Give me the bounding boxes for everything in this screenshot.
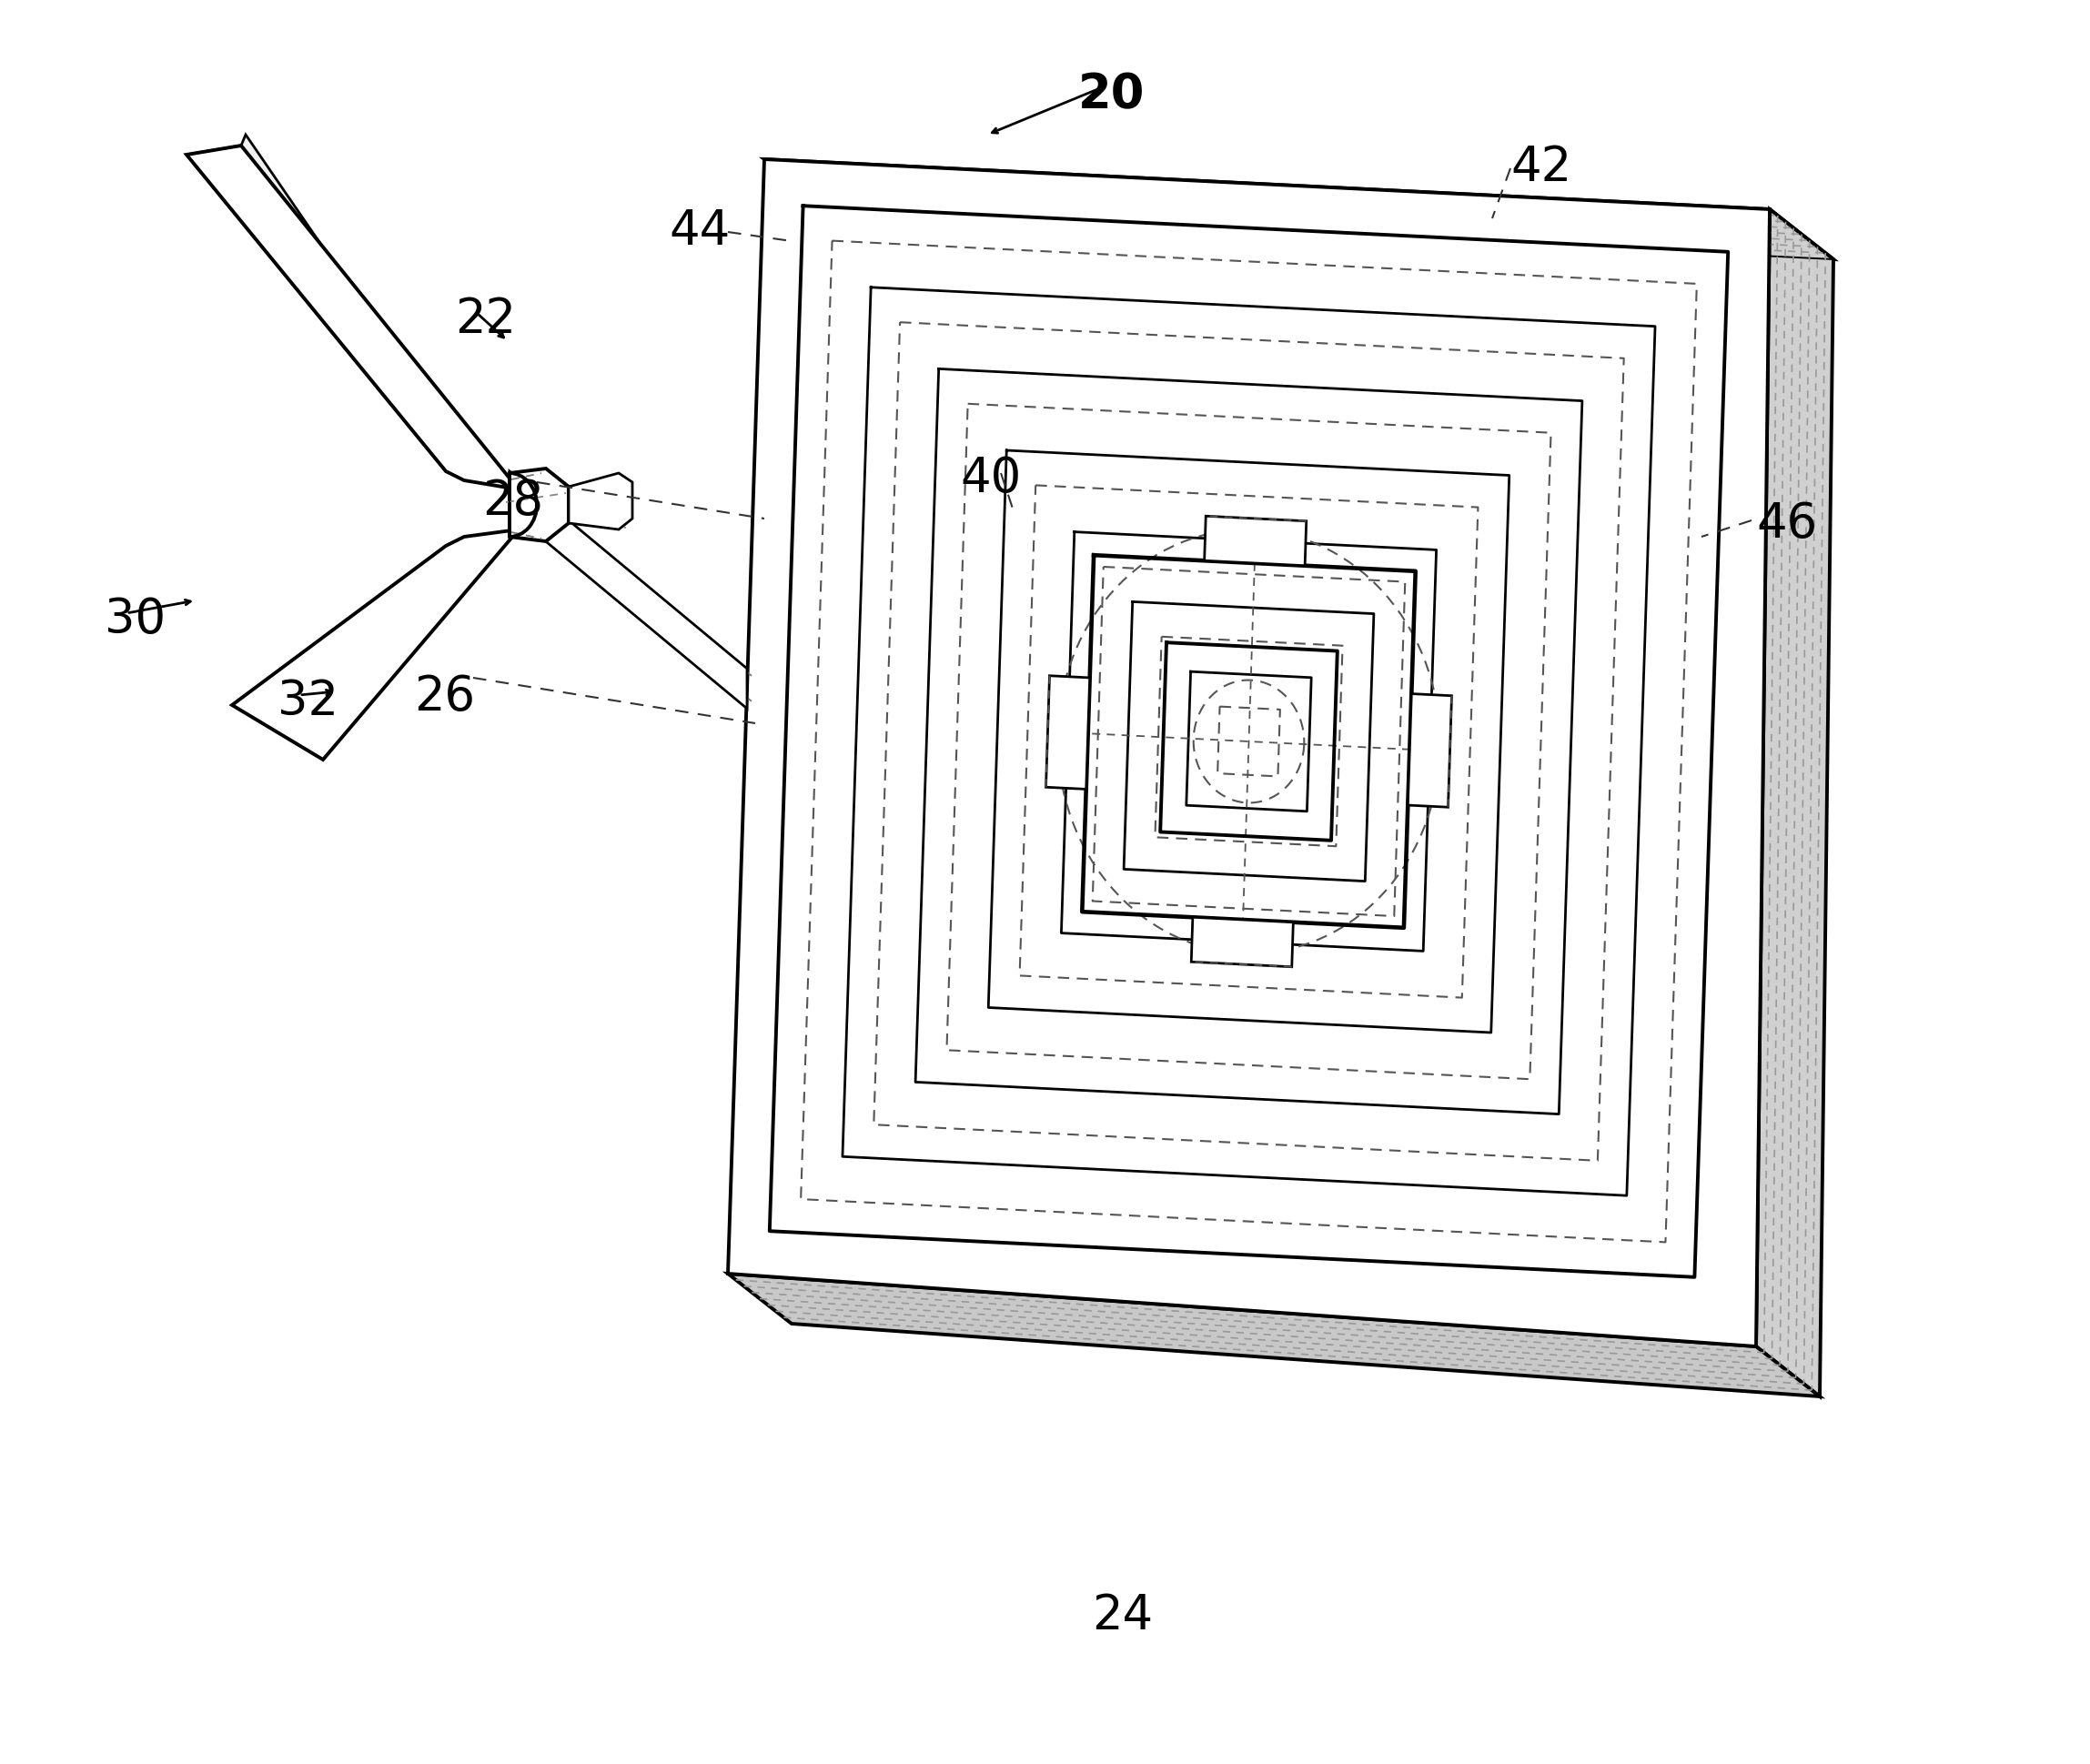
- Text: 20: 20: [1078, 71, 1145, 118]
- Text: 22: 22: [456, 296, 516, 342]
- Text: 28: 28: [483, 478, 543, 526]
- Polygon shape: [510, 471, 746, 709]
- Polygon shape: [232, 529, 518, 760]
- Polygon shape: [186, 146, 518, 489]
- Polygon shape: [1045, 676, 1089, 789]
- Polygon shape: [765, 159, 1833, 259]
- Text: 26: 26: [414, 674, 474, 720]
- Text: 44: 44: [669, 208, 729, 254]
- Polygon shape: [510, 469, 568, 542]
- Text: 42: 42: [1511, 143, 1572, 191]
- Text: 32: 32: [278, 677, 339, 725]
- Polygon shape: [1204, 517, 1306, 566]
- Polygon shape: [727, 159, 1770, 1346]
- Polygon shape: [186, 134, 464, 471]
- Polygon shape: [1409, 693, 1453, 808]
- Polygon shape: [1191, 917, 1294, 967]
- Text: 46: 46: [1756, 501, 1818, 547]
- Polygon shape: [727, 1274, 1820, 1397]
- Text: 30: 30: [105, 596, 165, 644]
- Text: 40: 40: [959, 455, 1022, 503]
- Text: 24: 24: [1091, 1593, 1154, 1639]
- Polygon shape: [1756, 210, 1833, 1397]
- Polygon shape: [568, 473, 633, 529]
